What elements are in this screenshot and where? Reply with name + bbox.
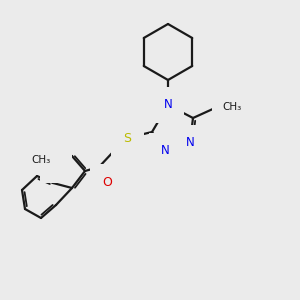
Text: N: N	[160, 145, 169, 158]
Text: N: N	[52, 158, 60, 172]
Text: O: O	[102, 176, 112, 190]
Text: S: S	[123, 131, 131, 145]
Text: CH₃: CH₃	[222, 102, 241, 112]
Text: N: N	[164, 98, 172, 112]
Text: CH₃: CH₃	[32, 155, 51, 165]
Text: N: N	[186, 136, 194, 149]
